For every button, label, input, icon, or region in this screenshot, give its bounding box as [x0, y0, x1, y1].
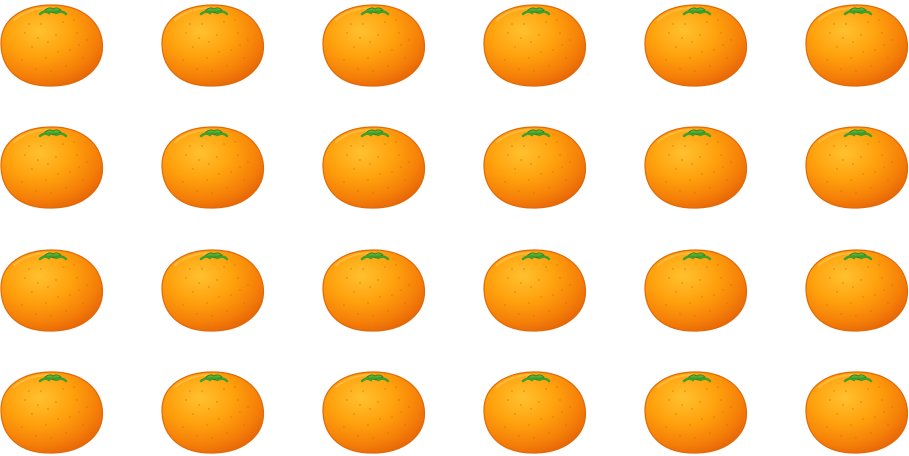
orange-icon [322, 4, 426, 87]
orange-icon [161, 126, 265, 209]
orange-icon [805, 126, 909, 209]
orange-icon [644, 126, 748, 209]
orange-icon [644, 371, 748, 454]
orange-icon [483, 126, 587, 209]
orange-icon [0, 4, 104, 87]
orange-icon [805, 371, 909, 454]
orange-icon [0, 249, 104, 332]
orange-icon [322, 249, 426, 332]
orange-icon [805, 249, 909, 332]
orange-icon [0, 126, 104, 209]
orange-icon [161, 249, 265, 332]
orange-icon [483, 249, 587, 332]
orange-icon [0, 371, 104, 454]
orange-icon [322, 371, 426, 454]
orange-icon [483, 4, 587, 87]
orange-icon [644, 4, 748, 87]
orange-icon [161, 371, 265, 454]
orange-icon [483, 371, 587, 454]
orange-icon [644, 249, 748, 332]
orange-icon [805, 4, 909, 87]
orange-icon [161, 4, 265, 87]
orange-icon [322, 126, 426, 209]
